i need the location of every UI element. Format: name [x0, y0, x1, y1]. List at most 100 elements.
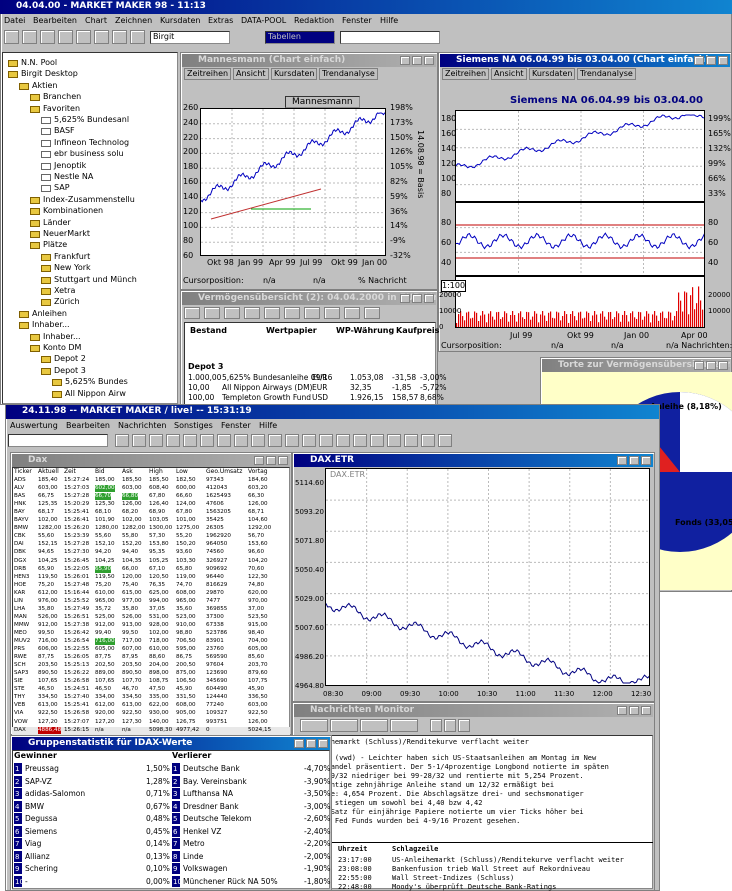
tree-item[interactable]: New York [54, 263, 91, 273]
tree-item[interactable]: Depot 3 [54, 366, 86, 376]
window-button[interactable] [254, 456, 264, 465]
tree-item[interactable]: Stuttgart und Münch [54, 275, 137, 285]
toolbar-button[interactable] [132, 434, 146, 447]
toolbar-button[interactable] [184, 307, 200, 319]
menu-item[interactable]: Bearbeiten [33, 16, 77, 26]
menu-item[interactable]: Redaktion [294, 16, 334, 26]
window-button[interactable] [278, 456, 288, 465]
tree-item[interactable]: Inhaber... [43, 332, 81, 342]
tree-item[interactable]: Zürich [54, 297, 80, 307]
input-field[interactable] [340, 31, 440, 44]
menu-item[interactable]: Bearbeiten [66, 421, 110, 431]
menu-item[interactable]: Nachrichten [118, 421, 166, 431]
tree-item[interactable]: Infineon Technolog [54, 138, 129, 148]
menu-item[interactable]: Chart [85, 16, 107, 26]
tab[interactable]: Zeitreihen [184, 68, 231, 80]
toolbar-button[interactable] [200, 434, 214, 447]
toolbar-button[interactable] [404, 434, 418, 447]
toolbar-button[interactable] [166, 434, 180, 447]
menu-item[interactable]: Datei [4, 16, 25, 26]
window-button[interactable] [694, 56, 704, 65]
menu-item[interactable]: Hilfe [259, 421, 277, 431]
tree-item[interactable]: N.N. Pool [21, 58, 57, 68]
window-button[interactable] [629, 456, 639, 465]
tree-item[interactable]: All Nippon Airw [65, 389, 126, 399]
tree-item[interactable]: Xetra [54, 286, 75, 296]
news-row[interactable]: 22:48:00 [338, 882, 372, 891]
tree-item[interactable]: Konto DM [43, 343, 81, 353]
nav-button[interactable] [360, 719, 388, 732]
nav-button[interactable] [300, 719, 328, 732]
tree-item[interactable]: Index-Zusammenstellu [43, 195, 135, 205]
tab[interactable]: Kursdaten [529, 68, 575, 80]
window-button[interactable] [424, 294, 434, 303]
menu-item[interactable]: Auswertung [10, 421, 58, 431]
toolbar-button[interactable] [336, 434, 350, 447]
menu-item[interactable]: Hilfe [380, 16, 398, 26]
menu-item[interactable]: Sonstiges [174, 421, 213, 431]
window-button[interactable] [266, 456, 276, 465]
tree-item[interactable]: Plätze [43, 240, 67, 250]
toolbar-button[interactable] [40, 30, 55, 44]
window-button[interactable] [294, 739, 304, 748]
tree-item[interactable]: Frankfurt [54, 252, 90, 262]
window-button[interactable] [400, 294, 410, 303]
toolbar-button[interactable] [112, 30, 127, 44]
window-button[interactable] [412, 56, 422, 65]
tree-item[interactable]: Länder [43, 218, 71, 228]
toolbar-button[interactable] [224, 307, 240, 319]
toolbar-button[interactable] [149, 434, 163, 447]
tab[interactable]: Ansicht [233, 68, 269, 80]
window-button[interactable] [718, 361, 728, 370]
toolbar-button[interactable] [244, 307, 260, 319]
toolbar-button[interactable] [304, 307, 320, 319]
menu-item[interactable]: Fenster [221, 421, 251, 431]
toolbar-button[interactable] [444, 719, 456, 732]
toolbar-button[interactable] [353, 434, 367, 447]
window-button[interactable] [629, 706, 639, 715]
tab[interactable]: Kursdaten [271, 68, 317, 80]
tree-item[interactable]: Branchen [43, 92, 81, 102]
window-button[interactable] [718, 56, 728, 65]
tree-item[interactable]: Kombinationen [43, 206, 103, 216]
tree-item[interactable]: BASF [54, 126, 75, 136]
toolbar-button[interactable] [94, 30, 109, 44]
tree-item[interactable]: 5,625% Bundesanl [54, 115, 129, 125]
window-button[interactable] [412, 294, 422, 303]
toolbar-button[interactable] [387, 434, 401, 447]
tree-item[interactable]: Inhaber... [32, 320, 70, 330]
toolbar-button[interactable] [183, 434, 197, 447]
toolbar-button[interactable] [204, 307, 220, 319]
tab[interactable]: Zeitreihen [442, 68, 489, 80]
toolbar-button[interactable] [58, 30, 73, 44]
toolbar-button[interactable] [251, 434, 265, 447]
toolbar-button[interactable] [268, 434, 282, 447]
toolbar-button[interactable] [284, 307, 300, 319]
menu-item[interactable]: Kursdaten [160, 16, 200, 26]
menu-item[interactable]: Fenster [342, 16, 372, 26]
select[interactable] [8, 434, 108, 447]
toolbar-button[interactable] [370, 434, 384, 447]
window-button[interactable] [424, 56, 434, 65]
window-button[interactable] [641, 456, 651, 465]
nav-button[interactable] [390, 719, 418, 732]
toolbar-button[interactable] [319, 434, 333, 447]
window-button[interactable] [706, 56, 716, 65]
window-button[interactable] [641, 706, 651, 715]
toolbar-button[interactable] [421, 434, 435, 447]
tab[interactable]: Ansicht [491, 68, 527, 80]
window-button[interactable] [306, 739, 316, 748]
toolbar-button[interactable] [4, 30, 19, 44]
window-button[interactable] [318, 739, 328, 748]
tab[interactable]: Trendanalyse [577, 68, 636, 80]
toolbar-button[interactable] [344, 307, 360, 319]
toolbar-button[interactable] [324, 307, 340, 319]
toolbar-button[interactable] [458, 719, 470, 732]
toolbar-button[interactable] [130, 30, 145, 44]
toolbar-button[interactable] [22, 30, 37, 44]
toolbar-button[interactable] [115, 434, 129, 447]
tree-item[interactable]: Nestle NA [54, 172, 93, 182]
window-button[interactable] [694, 361, 704, 370]
tree-item[interactable]: ebr business solu [54, 149, 124, 159]
toolbar-button[interactable] [438, 434, 452, 447]
